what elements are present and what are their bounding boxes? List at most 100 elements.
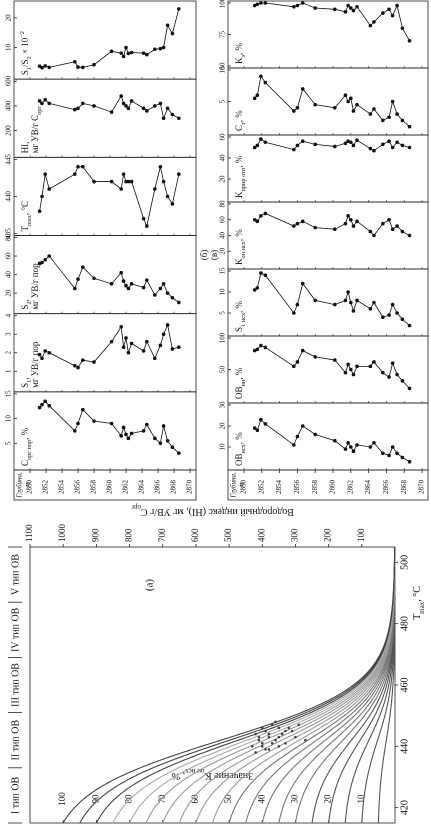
- profile-point: [129, 179, 134, 184]
- x-axis-title-part: max: [418, 601, 426, 614]
- track-label-part: , %: [234, 43, 244, 56]
- track-label: HI,: [20, 142, 30, 154]
- profile-point: [381, 142, 385, 147]
- profile-point: [372, 107, 376, 111]
- profile-point: [141, 285, 146, 290]
- profile-line: [39, 166, 180, 228]
- profile-point: [126, 436, 131, 441]
- profile-point: [259, 137, 263, 141]
- track-label: S1,: [20, 377, 33, 387]
- sample-point: [267, 732, 271, 736]
- profile-point: [161, 179, 166, 184]
- sample-point: [257, 738, 261, 742]
- panel-label: (б): [199, 250, 209, 261]
- y-axis-title-part: Водородный индекс (HI), мг УВ/г C: [141, 506, 294, 517]
- profile-point: [351, 309, 356, 313]
- profile-point: [37, 209, 42, 214]
- profile-point: [153, 47, 157, 52]
- profile-point: [355, 102, 359, 107]
- track-label-part: , %: [234, 301, 244, 314]
- track-tick-label: 400: [5, 100, 13, 111]
- profile-point: [395, 372, 399, 377]
- sample-point: [274, 738, 277, 742]
- profile-point: [387, 139, 391, 143]
- profile-point: [177, 451, 181, 455]
- profile-point: [145, 422, 149, 427]
- y-tick-label: 1000: [57, 524, 67, 543]
- depth-tick-label: 2864: [138, 480, 146, 495]
- track-label-part: 1: [26, 67, 33, 70]
- profile-point: [161, 116, 166, 121]
- profile-point: [332, 7, 337, 12]
- depth-tick-label: 2852: [257, 480, 265, 495]
- depth-tick-label: 2858: [90, 480, 98, 495]
- profile-point: [332, 438, 337, 443]
- profile-point: [92, 104, 96, 108]
- profile-point: [47, 101, 52, 106]
- profile-point: [252, 426, 257, 430]
- track-frame: [227, 268, 429, 337]
- track-tick-label: 20: [219, 247, 227, 255]
- profile-point: [407, 38, 412, 43]
- track-label-part: OB: [234, 453, 244, 466]
- type-label: II тип ОВ: [10, 720, 21, 761]
- y-tick-label: 400: [256, 528, 266, 542]
- profile-point: [400, 379, 405, 383]
- track-label-part: нн: [240, 379, 247, 386]
- profile-point: [400, 118, 405, 123]
- track-label-part: K: [234, 57, 244, 64]
- profile-point: [395, 311, 399, 315]
- profile-point: [170, 31, 175, 36]
- profile-point: [119, 434, 123, 438]
- profile-point: [43, 172, 48, 176]
- track-tick-label: 440: [5, 191, 13, 202]
- model-curve: [261, 547, 396, 824]
- profile-point: [177, 172, 181, 176]
- profile-point: [332, 105, 337, 110]
- track-tick-label: 10: [219, 288, 227, 296]
- depth-tick-label: 2862: [346, 480, 354, 495]
- profile-point: [313, 102, 318, 107]
- profile-point: [351, 143, 356, 148]
- profile-point: [165, 323, 170, 327]
- profile-point: [259, 417, 263, 422]
- profile-point: [407, 233, 412, 238]
- track-label-part: , %: [234, 432, 244, 445]
- profile-point: [292, 224, 296, 228]
- track-label: Kприр отн, %: [234, 155, 247, 198]
- profile-point: [292, 364, 296, 369]
- track-tick-label: 15: [219, 267, 227, 275]
- profile-point: [145, 224, 149, 228]
- profile-point: [381, 221, 385, 226]
- profile-point: [76, 106, 80, 111]
- profile-line: [254, 345, 410, 389]
- profile-point: [109, 179, 114, 184]
- track-frame: [13, 78, 197, 158]
- profile-point: [390, 361, 395, 365]
- y2-tick-label: 30: [290, 794, 300, 804]
- track-tick-label: 5: [5, 441, 13, 445]
- depth-title: м: [238, 482, 246, 488]
- profile-line: [254, 272, 410, 326]
- profile-point: [165, 291, 170, 295]
- profile-point: [165, 194, 170, 199]
- profile-point: [346, 362, 350, 367]
- profile-point: [381, 118, 385, 123]
- profile-point: [255, 219, 260, 224]
- profile-point: [343, 221, 348, 226]
- track-label-part: , %: [20, 427, 30, 440]
- profile-point: [355, 364, 359, 369]
- profile-point: [76, 164, 80, 169]
- profile-point: [263, 211, 268, 216]
- profile-point: [300, 87, 305, 91]
- profile-point: [76, 365, 80, 370]
- profile-point: [346, 214, 350, 218]
- profile-point: [129, 341, 134, 346]
- profile-point: [368, 146, 373, 151]
- depth-tick-label: 2860: [329, 480, 337, 495]
- sample-point: [280, 732, 284, 736]
- profile-point: [92, 276, 96, 281]
- profile-point: [263, 80, 268, 85]
- profile-point: [368, 364, 373, 369]
- profile-point: [43, 97, 48, 102]
